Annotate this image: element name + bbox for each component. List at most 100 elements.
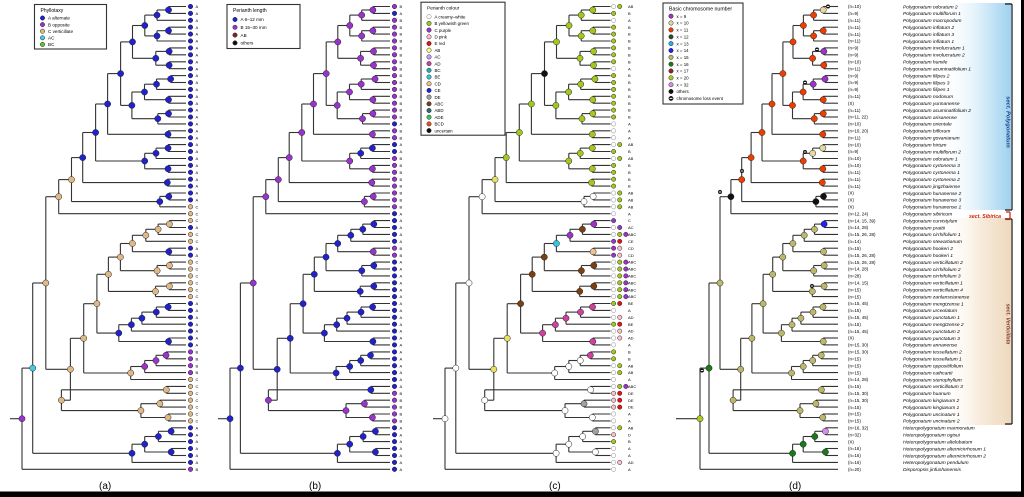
- svg-text:DE: DE: [628, 398, 634, 403]
- svg-text:A: A: [400, 370, 403, 375]
- svg-text:Polygonatum sibiricum: Polygonatum sibiricum: [903, 212, 952, 218]
- svg-text:C: C: [196, 204, 199, 209]
- svg-text:ABC: ABC: [628, 280, 636, 285]
- svg-text:ABC: ABC: [435, 102, 444, 107]
- svg-text:B: B: [628, 108, 631, 113]
- svg-text:Polygonatum hunanense 3: Polygonatum hunanense 3: [903, 198, 961, 204]
- svg-text:(n=15, 26, 28): (n=15, 26, 28): [848, 232, 876, 237]
- svg-text:(n=14, 15, 39): (n=14, 15, 39): [848, 218, 876, 223]
- svg-text:(n=16, 32): (n=16, 32): [848, 426, 869, 431]
- svg-text:A: A: [400, 267, 403, 272]
- svg-text:A 6–12 mm: A 6–12 mm: [241, 17, 264, 22]
- svg-text:C: C: [196, 384, 199, 389]
- svg-text:x = 10: x = 10: [677, 21, 690, 26]
- svg-text:A: A: [628, 377, 631, 382]
- svg-text:A: A: [400, 432, 403, 437]
- svg-text:(X): (X): [848, 198, 854, 203]
- svg-text:A: A: [400, 384, 403, 389]
- svg-text:Polygonatum multiflorum 2: Polygonatum multiflorum 2: [903, 149, 961, 155]
- svg-text:A: A: [628, 453, 631, 458]
- svg-text:C purple: C purple: [435, 28, 452, 33]
- svg-text:x = 17: x = 17: [677, 69, 690, 74]
- svg-text:Polygonatum hirtum: Polygonatum hirtum: [903, 142, 947, 148]
- svg-text:AB: AB: [628, 425, 634, 430]
- svg-text:A: A: [400, 308, 403, 313]
- svg-text:Polygonatum stenophyllum: Polygonatum stenophyllum: [903, 377, 962, 383]
- svg-text:B: B: [196, 363, 199, 368]
- svg-text:A: A: [628, 18, 631, 23]
- svg-text:CD: CD: [628, 246, 634, 251]
- svg-text:A: A: [400, 274, 403, 279]
- svg-text:A: A: [196, 122, 199, 127]
- svg-text:A: A: [196, 11, 199, 16]
- svg-text:A: A: [196, 4, 199, 9]
- svg-text:B: B: [400, 66, 403, 71]
- svg-text:Polygonatum prattii: Polygonatum prattii: [903, 225, 946, 231]
- svg-text:C: C: [196, 294, 199, 299]
- svg-text:x = 32: x = 32: [677, 82, 690, 87]
- svg-text:B 15–30 mm: B 15–30 mm: [241, 25, 267, 30]
- svg-text:A: A: [628, 467, 631, 472]
- svg-text:A: A: [400, 377, 403, 382]
- svg-text:D: D: [628, 432, 631, 437]
- svg-text:Polygonatum cirrhifolium 2: Polygonatum cirrhifolium 2: [903, 267, 961, 273]
- svg-text:A: A: [196, 115, 199, 120]
- svg-text:B: B: [628, 59, 631, 64]
- svg-text:Polygonatum inflatum 3: Polygonatum inflatum 3: [903, 32, 954, 38]
- svg-text:A: A: [400, 356, 403, 361]
- svg-text:(n=11): (n=11): [848, 94, 861, 99]
- svg-text:A: A: [400, 280, 403, 285]
- svg-text:A: A: [628, 343, 631, 348]
- svg-text:(n=10): (n=10): [848, 142, 861, 147]
- svg-text:Polygonatum mengtzense 2: Polygonatum mengtzense 2: [903, 322, 964, 328]
- svg-text:A: A: [196, 432, 199, 437]
- svg-text:AB: AB: [628, 363, 634, 368]
- svg-text:(n=15, 26, 28): (n=15, 26, 28): [848, 253, 876, 258]
- svg-text:A: A: [196, 59, 199, 64]
- svg-text:x = 16: x = 16: [677, 62, 690, 67]
- svg-text:Polygonatum filipes 1: Polygonatum filipes 1: [903, 87, 950, 93]
- svg-text:Polygonatum arisanense: Polygonatum arisanense: [903, 115, 957, 121]
- svg-text:A: A: [628, 419, 631, 424]
- svg-text:x = 14: x = 14: [677, 48, 690, 53]
- svg-text:A: A: [628, 446, 631, 451]
- svg-text:Polygonatum inflatum 2: Polygonatum inflatum 2: [903, 25, 954, 31]
- svg-text:(n=32): (n=32): [848, 432, 861, 437]
- svg-text:Polygonatum multiflorum 1: Polygonatum multiflorum 1: [903, 11, 961, 17]
- svg-text:(n=15): (n=15): [848, 246, 861, 251]
- svg-text:C: C: [196, 260, 199, 265]
- svg-text:A: A: [196, 453, 199, 458]
- svg-text:Polygonatum odoratum 2: Polygonatum odoratum 2: [903, 4, 958, 10]
- svg-text:ABC: ABC: [628, 274, 636, 279]
- svg-text:Polygonatum urceolatum: Polygonatum urceolatum: [903, 308, 957, 314]
- svg-text:others: others: [241, 41, 254, 46]
- svg-text:Polygonatum cyrtonema 3: Polygonatum cyrtonema 3: [903, 163, 960, 169]
- svg-text:AD: AD: [628, 329, 634, 334]
- svg-text:A: A: [400, 218, 403, 223]
- svg-text:(n=16): (n=16): [848, 460, 861, 465]
- svg-text:C: C: [196, 287, 199, 292]
- svg-text:Polygonatum govanianum: Polygonatum govanianum: [903, 136, 960, 142]
- svg-text:Perianth length: Perianth length: [233, 8, 267, 14]
- svg-text:A: A: [400, 260, 403, 265]
- svg-text:DE: DE: [628, 405, 634, 410]
- svg-text:(n=15, 30): (n=15, 30): [848, 343, 869, 348]
- svg-text:A: A: [400, 301, 403, 306]
- svg-text:AD: AD: [628, 336, 634, 341]
- svg-text:A: A: [400, 294, 403, 299]
- svg-text:A: A: [196, 149, 199, 154]
- svg-text:A: A: [196, 80, 199, 85]
- svg-text:A: A: [196, 322, 199, 327]
- svg-text:B: B: [196, 350, 199, 355]
- svg-text:sect. Verticillata: sect. Verticillata: [1005, 304, 1011, 345]
- svg-text:(n=11): (n=11): [848, 184, 861, 189]
- svg-text:B: B: [400, 204, 403, 209]
- svg-text:B: B: [400, 73, 403, 78]
- svg-text:(n=14): (n=14): [848, 239, 861, 244]
- svg-text:A: A: [400, 122, 403, 127]
- svg-text:(n=15): (n=15): [848, 308, 861, 313]
- svg-text:A: A: [196, 94, 199, 99]
- svg-text:Polygonatum verticillatum 3: Polygonatum verticillatum 3: [903, 384, 963, 390]
- svg-text:Polygonatum involucratum 2: Polygonatum involucratum 2: [903, 53, 965, 59]
- svg-text:A: A: [196, 46, 199, 51]
